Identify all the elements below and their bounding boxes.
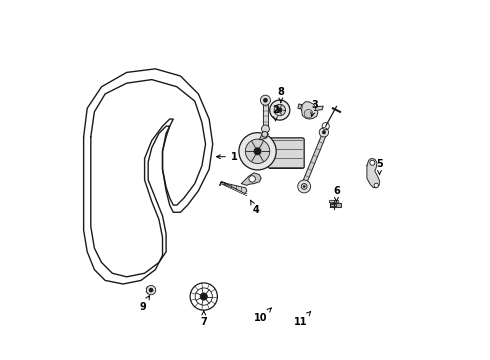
Polygon shape (302, 102, 318, 119)
Circle shape (239, 133, 276, 170)
Circle shape (304, 109, 313, 118)
Polygon shape (259, 131, 269, 140)
Circle shape (262, 125, 270, 133)
Circle shape (147, 285, 156, 295)
Polygon shape (220, 181, 247, 194)
Polygon shape (298, 104, 302, 109)
Circle shape (149, 288, 153, 292)
FancyBboxPatch shape (269, 138, 304, 168)
Polygon shape (329, 201, 338, 202)
Circle shape (319, 128, 329, 137)
Circle shape (274, 104, 286, 116)
Circle shape (260, 95, 270, 105)
Circle shape (298, 180, 311, 193)
Circle shape (270, 100, 290, 120)
Circle shape (278, 108, 282, 112)
Circle shape (245, 139, 270, 163)
Circle shape (262, 131, 268, 137)
Polygon shape (302, 134, 326, 184)
Circle shape (322, 131, 326, 134)
Polygon shape (330, 203, 341, 207)
Text: 4: 4 (250, 200, 259, 216)
Circle shape (254, 148, 261, 155)
Circle shape (301, 184, 307, 189)
Text: 7: 7 (200, 311, 207, 327)
Circle shape (374, 183, 378, 188)
Circle shape (200, 293, 207, 300)
Circle shape (263, 98, 268, 102)
Text: 2: 2 (272, 105, 279, 121)
Polygon shape (263, 102, 268, 131)
Circle shape (303, 185, 305, 188)
Polygon shape (367, 158, 379, 188)
Circle shape (249, 176, 255, 182)
Text: 1: 1 (217, 152, 238, 162)
Polygon shape (242, 173, 261, 185)
Text: 10: 10 (254, 308, 271, 323)
Polygon shape (330, 204, 337, 206)
Text: 11: 11 (294, 311, 311, 327)
Circle shape (370, 160, 375, 165)
Text: 6: 6 (333, 186, 340, 202)
Text: 5: 5 (376, 159, 383, 175)
Text: 8: 8 (277, 87, 284, 103)
Polygon shape (315, 106, 323, 111)
Text: 3: 3 (311, 100, 319, 116)
Text: 9: 9 (140, 296, 149, 312)
